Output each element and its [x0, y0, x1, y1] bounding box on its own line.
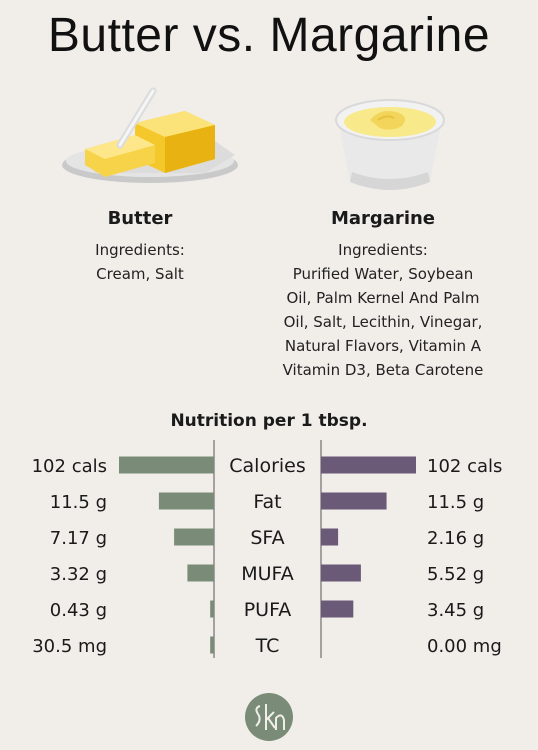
butter-value-label: 0.43 g	[50, 600, 107, 621]
margarine-bar-sfa	[321, 528, 339, 546]
butter-value-label: 11.5 g	[50, 492, 107, 513]
butter-bar-fat	[158, 492, 214, 510]
margarine-value-label: 11.5 g	[427, 492, 484, 513]
category-label-sfa: SFA	[250, 527, 284, 549]
margarine-ingredients-line: Vitamin D3, Beta Carotene	[282, 361, 484, 379]
margarine-ingredients: Ingredients: Purified Water, Soybean Oil…	[253, 238, 513, 382]
butter-bar-calories	[119, 456, 214, 474]
butter-value-label: 102 cals	[32, 456, 107, 477]
margarine-value-label: 2.16 g	[427, 528, 484, 549]
butter-value-label: 3.32 g	[50, 564, 107, 585]
margarine-bar-pufa	[321, 600, 354, 618]
butter-bar-pufa	[210, 600, 214, 618]
skn-logo	[245, 693, 293, 741]
margarine-ingredients-line: Oil, Palm Kernel And Palm	[286, 289, 480, 307]
butter-illustration	[62, 87, 238, 183]
margarine-bar-mufa	[321, 564, 361, 582]
butter-bar-sfa	[174, 528, 214, 546]
category-label-fat: Fat	[253, 491, 281, 513]
margarine-value-label: 102 cals	[427, 456, 502, 477]
butter-ingredients-label: Ingredients:	[95, 241, 185, 259]
margarine-ingredients-line: Natural Flavors, Vitamin A	[284, 337, 482, 355]
category-label-pufa: PUFA	[244, 599, 292, 621]
margarine-value-label: 3.45 g	[427, 600, 484, 621]
butter-ingredients: Ingredients: Cream, Salt	[40, 238, 240, 286]
butter-title: Butter	[107, 208, 173, 229]
margarine-ingredients-line: Purified Water, Soybean	[292, 265, 474, 283]
butter-value-label: 30.5 mg	[32, 636, 107, 657]
margarine-bar-calories	[321, 456, 416, 474]
margarine-ingredients-label: Ingredients:	[338, 241, 428, 259]
butter-bar-mufa	[187, 564, 214, 582]
butter-bar-tc	[210, 636, 214, 654]
margarine-title: Margarine	[330, 208, 436, 229]
margarine-tub-illustration	[335, 99, 445, 190]
butter-ingredients-line: Cream, Salt	[96, 265, 184, 283]
margarine-value-label: 0.00 mg	[427, 636, 502, 657]
margarine-bar-fat	[321, 492, 387, 510]
nutrition-chart: Calories 102 cals 102 cals Fat 11.5 g 11.5 g S…	[32, 440, 502, 658]
page-title: Butter vs. Margarine	[47, 9, 491, 62]
category-label-mufa: MUFA	[241, 563, 293, 585]
chart-title: Nutrition per 1 tbsp.	[170, 411, 368, 431]
margarine-value-label: 5.52 g	[427, 564, 484, 585]
butter-value-label: 7.17 g	[50, 528, 107, 549]
category-label-calories: Calories	[229, 455, 306, 477]
margarine-ingredients-line: Oil, Salt, Lecithin, Vinegar,	[283, 313, 483, 331]
category-label-tc: TC	[255, 635, 280, 657]
